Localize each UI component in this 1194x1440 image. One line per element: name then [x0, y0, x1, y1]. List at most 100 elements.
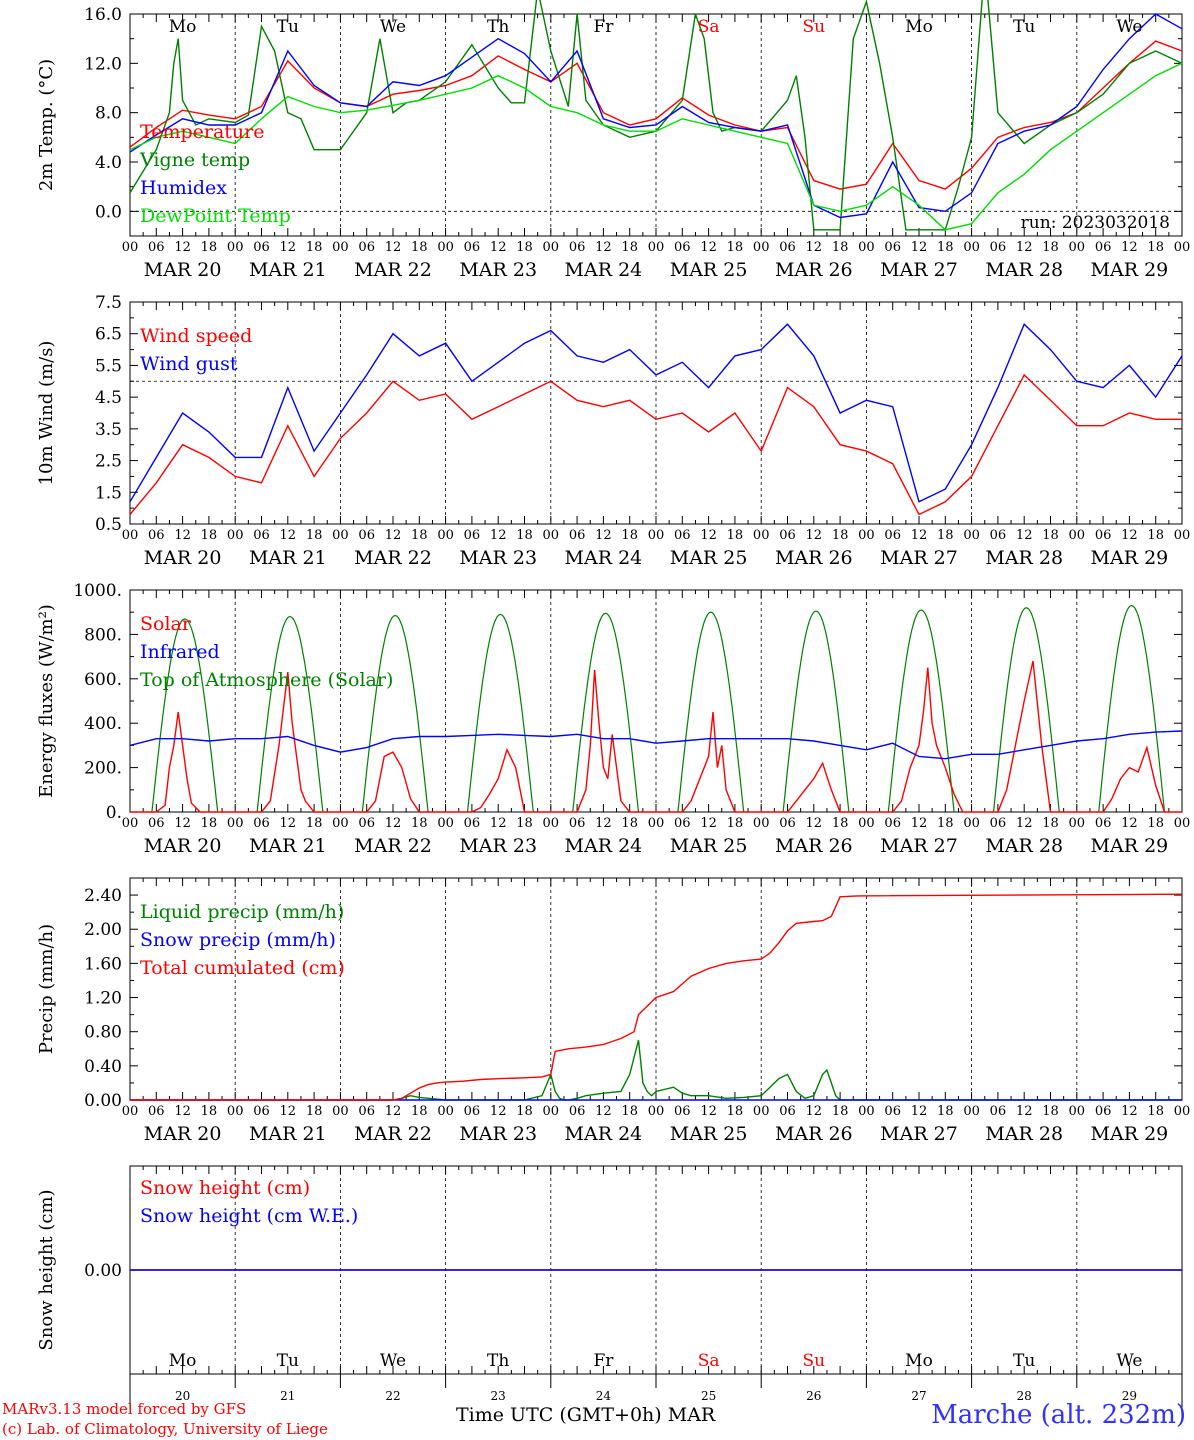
hour-label: 12 — [490, 816, 507, 831]
hour-label: 12 — [700, 240, 717, 255]
hour-label: 18 — [516, 816, 533, 831]
y-tick-label: 1.5 — [95, 483, 122, 503]
legend-entry: Snow precip (mm/h) — [140, 929, 336, 951]
hour-label: 00 — [963, 528, 980, 543]
hour-label: 12 — [490, 240, 507, 255]
hour-label: 12 — [1121, 528, 1138, 543]
hour-label: 18 — [306, 1104, 323, 1119]
hour-label: 12 — [806, 240, 823, 255]
hour-label: 06 — [1095, 240, 1112, 255]
y-tick-label: 2.00 — [84, 920, 122, 940]
day-name: Su — [802, 17, 825, 37]
toa-solar-curve — [887, 609, 955, 813]
hour-label: 06 — [674, 1104, 691, 1119]
hour-label: 12 — [1121, 1104, 1138, 1119]
lab-credit: (c) Lab. of Climatology, University of L… — [2, 1420, 328, 1438]
hour-label: 12 — [490, 1104, 507, 1119]
hour-label: 00 — [543, 528, 560, 543]
date-label: MAR 20 — [144, 547, 222, 569]
toa-solar-curve — [361, 614, 429, 813]
series-line — [129, 322, 1183, 503]
hour-label: 18 — [201, 528, 218, 543]
date-label: MAR 21 — [249, 259, 327, 281]
date-label: MAR 20 — [144, 259, 222, 281]
legend-entry: Top of Atmosphere (Solar) — [140, 669, 393, 691]
hour-label: 18 — [201, 816, 218, 831]
hour-label: 06 — [464, 816, 481, 831]
date-label: MAR 22 — [354, 1123, 432, 1145]
day-name: Fr — [593, 1351, 614, 1371]
run-label: run: 2023032018 — [1021, 213, 1170, 233]
toa-solar-curve — [1098, 604, 1166, 813]
hour-label: 12 — [1016, 1104, 1033, 1119]
hour-label: 00 — [332, 528, 349, 543]
hour-label: 06 — [253, 528, 270, 543]
day-number: 26 — [806, 1389, 821, 1403]
y-tick-label: 1.60 — [84, 954, 122, 974]
hour-label: 06 — [674, 528, 691, 543]
y-tick-label: 400. — [84, 714, 122, 734]
hour-label: 06 — [253, 816, 270, 831]
date-label: MAR 23 — [459, 835, 537, 857]
hour-label: 06 — [569, 1104, 586, 1119]
hour-label: 18 — [411, 1104, 428, 1119]
hour-label: 00 — [963, 1104, 980, 1119]
hour-label: 06 — [358, 816, 375, 831]
series-line — [129, 0, 1183, 231]
date-label: MAR 23 — [459, 259, 537, 281]
hour-label: 00 — [437, 528, 454, 543]
hour-label: 00 — [648, 816, 665, 831]
hour-label: 18 — [516, 528, 533, 543]
toa-solar-curve — [256, 615, 324, 813]
date-label: MAR 22 — [354, 547, 432, 569]
hour-label: 00 — [332, 240, 349, 255]
hour-label: 00 — [227, 816, 244, 831]
hour-label: 12 — [385, 528, 402, 543]
y-tick-label: 2.40 — [84, 886, 122, 906]
hour-label: 00 — [122, 528, 139, 543]
date-label: MAR 28 — [985, 259, 1063, 281]
series-line — [129, 40, 1183, 190]
hour-label: 18 — [937, 816, 954, 831]
date-label: MAR 25 — [670, 547, 748, 569]
hour-label: 12 — [385, 1104, 402, 1119]
hour-label: 00 — [543, 1104, 560, 1119]
hour-label: 18 — [727, 528, 744, 543]
hour-label: 00 — [753, 816, 770, 831]
y-tick-label: 16.0 — [84, 5, 122, 25]
hour-label: 00 — [122, 240, 139, 255]
hour-label: 18 — [201, 1104, 218, 1119]
hour-label: 00 — [332, 1104, 349, 1119]
day-name: Th — [487, 1351, 509, 1371]
hour-label: 06 — [990, 816, 1007, 831]
date-label: MAR 21 — [249, 835, 327, 857]
hour-label: 12 — [700, 528, 717, 543]
hour-label: 12 — [911, 528, 928, 543]
hour-label: 06 — [779, 240, 796, 255]
y-tick-label: 3.5 — [95, 420, 122, 440]
hour-label: 06 — [884, 1104, 901, 1119]
hour-label: 00 — [227, 528, 244, 543]
y-tick-label: 200. — [84, 759, 122, 779]
hour-label: 12 — [174, 1104, 191, 1119]
hour-label: 06 — [674, 816, 691, 831]
hour-label: 12 — [700, 1104, 717, 1119]
hour-label: 06 — [464, 1104, 481, 1119]
hour-label: 06 — [253, 1104, 270, 1119]
day-number: 27 — [911, 1389, 926, 1403]
series-line — [129, 730, 1183, 760]
hour-label: 12 — [174, 528, 191, 543]
hour-label: 18 — [727, 1104, 744, 1119]
hour-label: 18 — [1042, 816, 1059, 831]
y-tick-label: 800. — [84, 625, 122, 645]
hour-label: 00 — [437, 1104, 454, 1119]
hour-label: 06 — [884, 240, 901, 255]
model-credit: MARv3.13 model forced by GFS — [2, 1400, 247, 1418]
hour-label: 12 — [911, 816, 928, 831]
hour-label: 18 — [832, 1104, 849, 1119]
hour-label: 18 — [937, 1104, 954, 1119]
hour-label: 18 — [832, 240, 849, 255]
legend-entry: Liquid precip (mm/h) — [140, 901, 344, 923]
day-number: 25 — [701, 1389, 716, 1403]
y-axis-label: Snow height (cm) — [36, 1189, 57, 1350]
